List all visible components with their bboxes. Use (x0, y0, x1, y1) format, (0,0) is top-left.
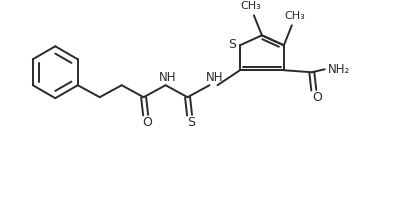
Text: S: S (228, 38, 236, 51)
Text: NH: NH (206, 71, 223, 84)
Text: CH₃: CH₃ (241, 1, 261, 11)
Text: O: O (312, 91, 322, 104)
Text: S: S (188, 116, 195, 129)
Text: CH₃: CH₃ (284, 11, 305, 21)
Text: NH₂: NH₂ (328, 63, 350, 76)
Text: O: O (143, 116, 153, 129)
Text: NH: NH (159, 71, 176, 84)
